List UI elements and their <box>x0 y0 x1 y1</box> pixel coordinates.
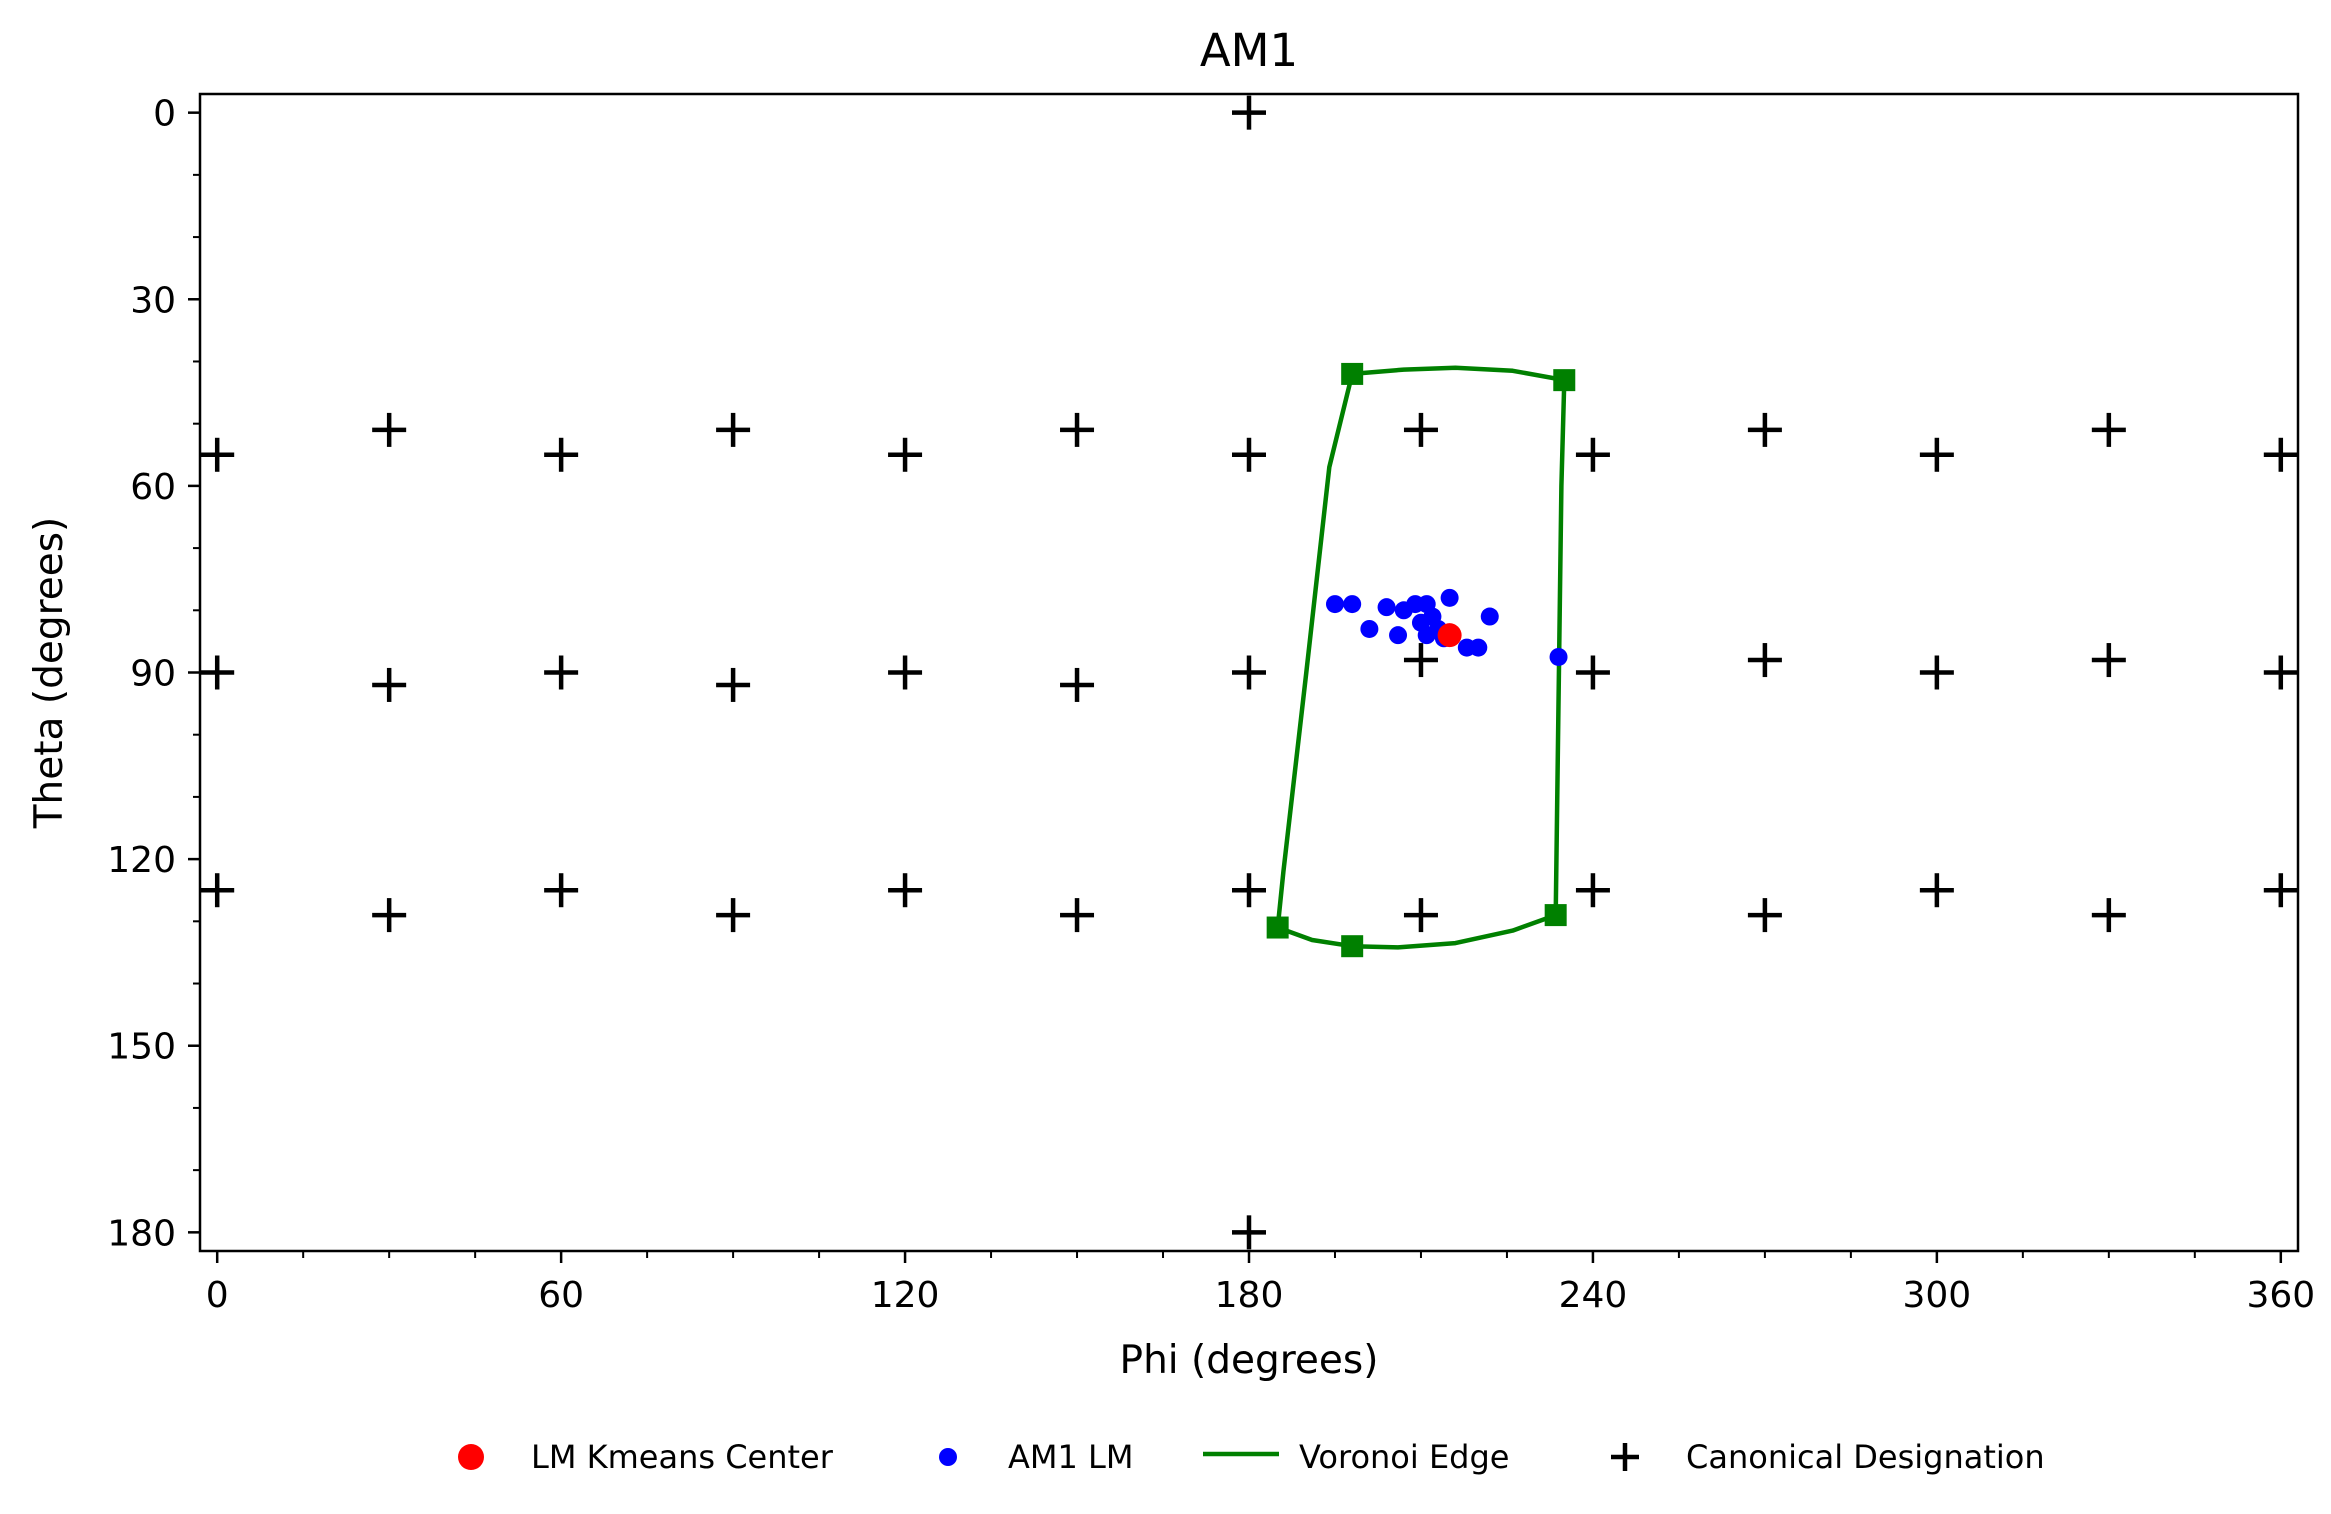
series-layer <box>200 95 2298 1250</box>
x-tick-label: 180 <box>1215 1275 1284 1316</box>
canonical-designation-marker <box>716 898 751 933</box>
y-tick-label: 180 <box>107 1213 176 1254</box>
canonical-designation-marker <box>2091 643 2126 678</box>
kmeans-center-series <box>1437 623 1462 648</box>
x-tick-label: 300 <box>1903 1275 1972 1316</box>
canonical-designation-marker <box>1232 95 1266 130</box>
x-axis-label: Phi (degrees) <box>1120 1338 1379 1383</box>
legend-label: Voronoi Edge <box>1299 1438 1509 1476</box>
canonical-designation-marker <box>372 667 407 702</box>
canonical-designation-marker <box>1403 898 1438 933</box>
y-tick-label: 150 <box>107 1027 176 1068</box>
canonical-designation-marker <box>1232 1215 1266 1250</box>
y-axis-label: Theta (degrees) <box>27 517 72 830</box>
voronoi-edge <box>1276 912 1557 950</box>
am1-lm-point <box>1325 595 1344 614</box>
canonical-designation-marker <box>1747 412 1782 447</box>
voronoi-vertex <box>1341 362 1364 385</box>
x-tick-label: 120 <box>871 1275 940 1316</box>
canonical-designation-marker <box>544 873 579 908</box>
canonical-designation-marker <box>1232 655 1266 690</box>
am1-lm-point <box>1549 647 1568 666</box>
canonical-designation-marker <box>544 655 579 690</box>
voronoi-edge <box>1352 365 1565 383</box>
legend-item: Voronoi Edge <box>1203 1438 1509 1476</box>
canonical-designation-marker <box>1575 437 1610 472</box>
legend-label: LM Kmeans Center <box>531 1438 834 1476</box>
legend-label: AM1 LM <box>1008 1438 1133 1476</box>
voronoi-vertex <box>1553 369 1576 392</box>
canonical-designation-marker <box>716 412 751 447</box>
canonical-designation-marker <box>544 437 579 472</box>
am1-lm-point <box>1440 588 1459 607</box>
canonical-designation-marker <box>1232 873 1266 908</box>
x-tick-label: 60 <box>538 1275 584 1316</box>
y-tick-label: 60 <box>130 467 176 508</box>
legend: LM Kmeans Center AM1 LM Voronoi Edge Canoni… <box>458 1438 2045 1476</box>
voronoi-vertex <box>1341 935 1364 958</box>
legend-label: Canonical Designation <box>1686 1438 2045 1476</box>
canonical-designation-marker <box>200 655 235 690</box>
x-axis: 0 60 120 180 240 300 360 <box>206 1251 2315 1316</box>
am1-lm-point <box>1469 638 1488 657</box>
legend-marker <box>1611 1443 1639 1471</box>
canonical-designation-marker <box>1575 873 1610 908</box>
am1-lm-point <box>1343 595 1362 614</box>
voronoi-edge <box>1553 380 1567 916</box>
canonical-designation-marker <box>888 655 923 690</box>
canonical-designation-marker <box>1747 643 1782 678</box>
y-axis: 0 30 60 90 120 150 180 <box>107 94 200 1254</box>
canonical-designation-marker <box>1060 667 1095 702</box>
y-tick-label: 120 <box>107 840 176 881</box>
canonical-designation-marker <box>1060 898 1095 933</box>
canonical-designation-marker <box>716 667 751 702</box>
canonical-designation-marker <box>2091 412 2126 447</box>
y-tick-label: 0 <box>153 94 176 135</box>
canonical-designation-marker <box>1747 898 1782 933</box>
voronoi-edge <box>1275 373 1355 928</box>
canonical-designation-marker <box>888 873 923 908</box>
chart-title: AM1 <box>1200 24 1298 77</box>
canonical-designation-marker <box>1575 655 1610 690</box>
canonical-designation-series <box>200 95 2298 1250</box>
canonical-designation-marker <box>1919 655 1954 690</box>
am1-lm-series <box>1325 588 1568 666</box>
am1-lm-point <box>1360 619 1379 638</box>
canonical-designation-marker <box>1232 437 1266 472</box>
x-tick-label: 0 <box>206 1275 229 1316</box>
canonical-designation-marker <box>888 437 923 472</box>
canonical-designation-marker <box>2263 437 2298 472</box>
canonical-designation-marker <box>1403 643 1438 678</box>
legend-item: Canonical Designation <box>1611 1438 2045 1476</box>
legend-item: LM Kmeans Center <box>458 1438 834 1476</box>
canonical-designation-marker <box>2091 898 2126 933</box>
voronoi-vertex <box>1544 904 1567 927</box>
canonical-designation-marker <box>2263 655 2298 690</box>
voronoi-edge-series <box>1266 362 1576 958</box>
y-tick-label: 30 <box>130 280 176 321</box>
canonical-designation-marker <box>372 898 407 933</box>
y-tick-label: 90 <box>130 654 176 695</box>
canonical-designation-marker <box>1060 412 1095 447</box>
am1-lm-point <box>1377 598 1396 617</box>
canonical-designation-marker <box>1919 873 1954 908</box>
canonical-designation-marker <box>200 873 235 908</box>
x-tick-label: 360 <box>2246 1275 2315 1316</box>
canonical-designation-marker <box>1919 437 1954 472</box>
x-tick-label: 240 <box>1559 1275 1628 1316</box>
legend-marker <box>939 1448 957 1466</box>
canonical-designation-marker <box>1403 412 1438 447</box>
kmeans-center-point <box>1437 623 1462 648</box>
canonical-designation-marker <box>372 412 407 447</box>
canonical-designation-marker <box>2263 873 2298 908</box>
legend-marker <box>458 1444 484 1470</box>
am1-lm-point <box>1389 626 1408 645</box>
am1-lm-point <box>1480 607 1499 626</box>
canonical-designation-marker <box>200 437 235 472</box>
voronoi-vertex <box>1266 916 1289 939</box>
legend-item: AM1 LM <box>939 1438 1133 1476</box>
